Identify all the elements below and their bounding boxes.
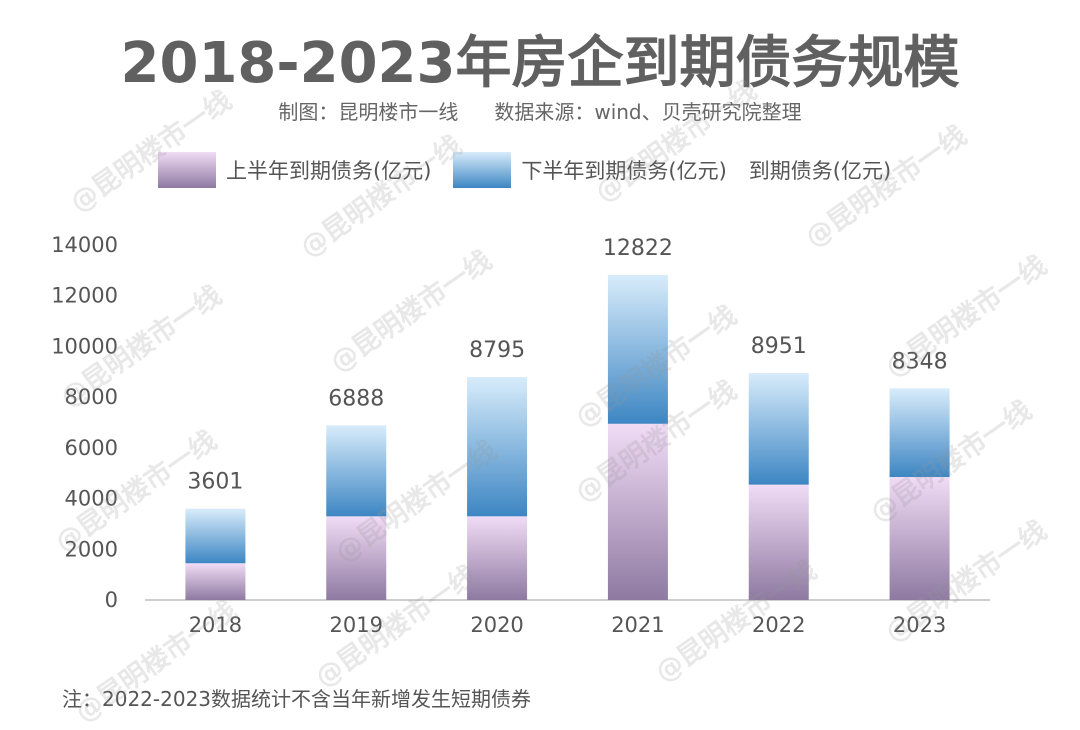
total-label-2019: 6888 — [328, 386, 384, 411]
footnote: 注：2022-2023数据统计不含当年新增发生短期债券 — [62, 687, 532, 711]
legend-swatch-second-half — [453, 152, 512, 188]
bar-first-half-2019 — [326, 516, 387, 600]
bar-second-half-2020 — [467, 376, 528, 517]
subtitle-source: 数据来源：wind、贝壳研究院整理 — [494, 100, 802, 124]
subtitle-maker: 制图：昆明楼市一线 — [278, 100, 459, 124]
y-tick-label: 2000 — [65, 537, 118, 561]
y-tick-label: 10000 — [51, 334, 118, 358]
chart-title: 2018-2023年房企到期债务规模 — [120, 31, 960, 96]
bar-second-half-2021 — [607, 274, 668, 424]
chart-legend: 上半年到期债务(亿元) 下半年到期债务(亿元) 到期债务(亿元) — [158, 150, 913, 190]
x-tick-label-2019: 2019 — [330, 613, 383, 637]
total-label-2018: 3601 — [187, 470, 243, 495]
bar-first-half-2023 — [889, 477, 950, 600]
x-tick-label-2021: 2021 — [611, 613, 664, 637]
total-label-2023: 8348 — [892, 349, 948, 374]
bar-first-half-2020 — [467, 516, 528, 600]
legend-label-total: 到期债务(亿元) — [748, 159, 892, 183]
y-tick-label: 0 — [105, 588, 118, 612]
bar-second-half-2019 — [326, 425, 387, 517]
bar-second-half-2018 — [185, 508, 246, 564]
x-tick-label-2023: 2023 — [893, 613, 946, 637]
bar-second-half-2023 — [889, 388, 950, 478]
bar-second-half-2022 — [748, 373, 809, 485]
legend-label-first-half: 上半年到期债务(亿元) — [226, 159, 432, 183]
total-label-2021: 12822 — [603, 236, 673, 261]
y-tick-label: 4000 — [65, 487, 118, 511]
x-tick-label-2020: 2020 — [470, 613, 523, 637]
total-label-2022: 8951 — [751, 334, 807, 359]
bar-first-half-2021 — [607, 423, 668, 600]
x-tick-label-2018: 2018 — [189, 613, 242, 637]
y-tick-label: 8000 — [65, 385, 118, 409]
bar-first-half-2018 — [185, 563, 246, 600]
legend-item-first-half: 上半年到期债务(亿元) — [158, 152, 431, 188]
y-tick-label: 12000 — [51, 284, 118, 308]
y-tick-label: 14000 — [51, 233, 118, 257]
y-tick-label: 6000 — [65, 436, 118, 460]
chart-subtitle: 制图：昆明楼市一线 数据来源：wind、贝壳研究院整理 — [0, 96, 1080, 125]
legend-item-total: 到期债务(亿元) — [749, 155, 891, 185]
legend-item-second-half: 下半年到期债务(亿元) — [453, 152, 727, 188]
total-label-2020: 8795 — [469, 338, 525, 363]
x-tick-label-2022: 2022 — [752, 613, 805, 637]
legend-label-second-half: 下半年到期债务(亿元) — [521, 159, 727, 183]
bar-first-half-2022 — [748, 484, 809, 600]
legend-swatch-first-half — [158, 152, 216, 188]
